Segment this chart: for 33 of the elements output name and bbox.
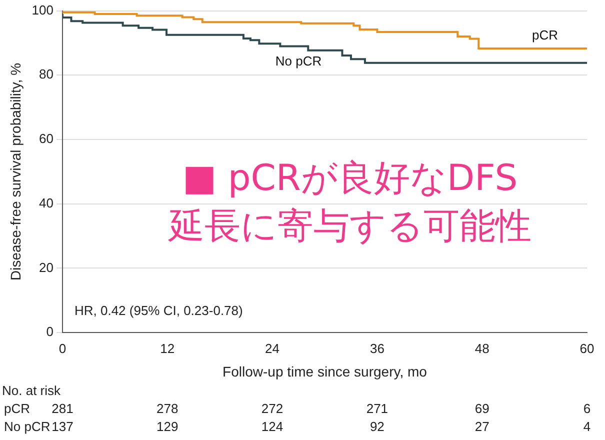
text: 272 (261, 401, 284, 416)
x-tick-label: 48 (474, 340, 490, 356)
series-label: No pCR (275, 54, 322, 69)
text: 271 (366, 401, 388, 416)
text: pCR (4, 401, 30, 416)
text: 92 (370, 419, 384, 434)
x-tick-label: 24 (265, 340, 280, 356)
x-tick-label: 12 (160, 340, 175, 356)
y-tick-label: 80 (39, 66, 54, 82)
x-tick-label: 0 (58, 340, 66, 356)
text: 124 (261, 419, 284, 434)
text: 69 (474, 401, 490, 416)
text: No pCR (4, 419, 50, 434)
y-tick-label: 0 (46, 324, 54, 340)
x-tick-label: 60 (580, 340, 594, 356)
x-tick-label: 36 (370, 340, 384, 356)
text: No. at risk (2, 383, 61, 398)
y-tick-label: 60 (39, 131, 54, 146)
y-tick-label: 40 (39, 195, 54, 210)
series-label: pCR (532, 28, 558, 43)
text: 137 (52, 419, 74, 434)
text: 281 (52, 401, 74, 416)
text: 129 (156, 419, 178, 434)
y-tick-label: 100 (32, 2, 54, 18)
annotation: ■ pCRが良好なDFS延長に寄与する可能性 (167, 157, 532, 249)
text: 6 (583, 401, 591, 416)
text: 278 (156, 401, 178, 416)
y-tick-label: 20 (39, 260, 54, 275)
annotation: HR, 0.42 (95% CI, 0.23-0.78) (74, 302, 243, 318)
text: 4 (583, 419, 591, 434)
x-axis-title: Follow-up time since surgery, mo (222, 363, 428, 380)
y-axis-title: Disease-free survival probability, % (7, 62, 24, 281)
text: 27 (474, 419, 490, 434)
